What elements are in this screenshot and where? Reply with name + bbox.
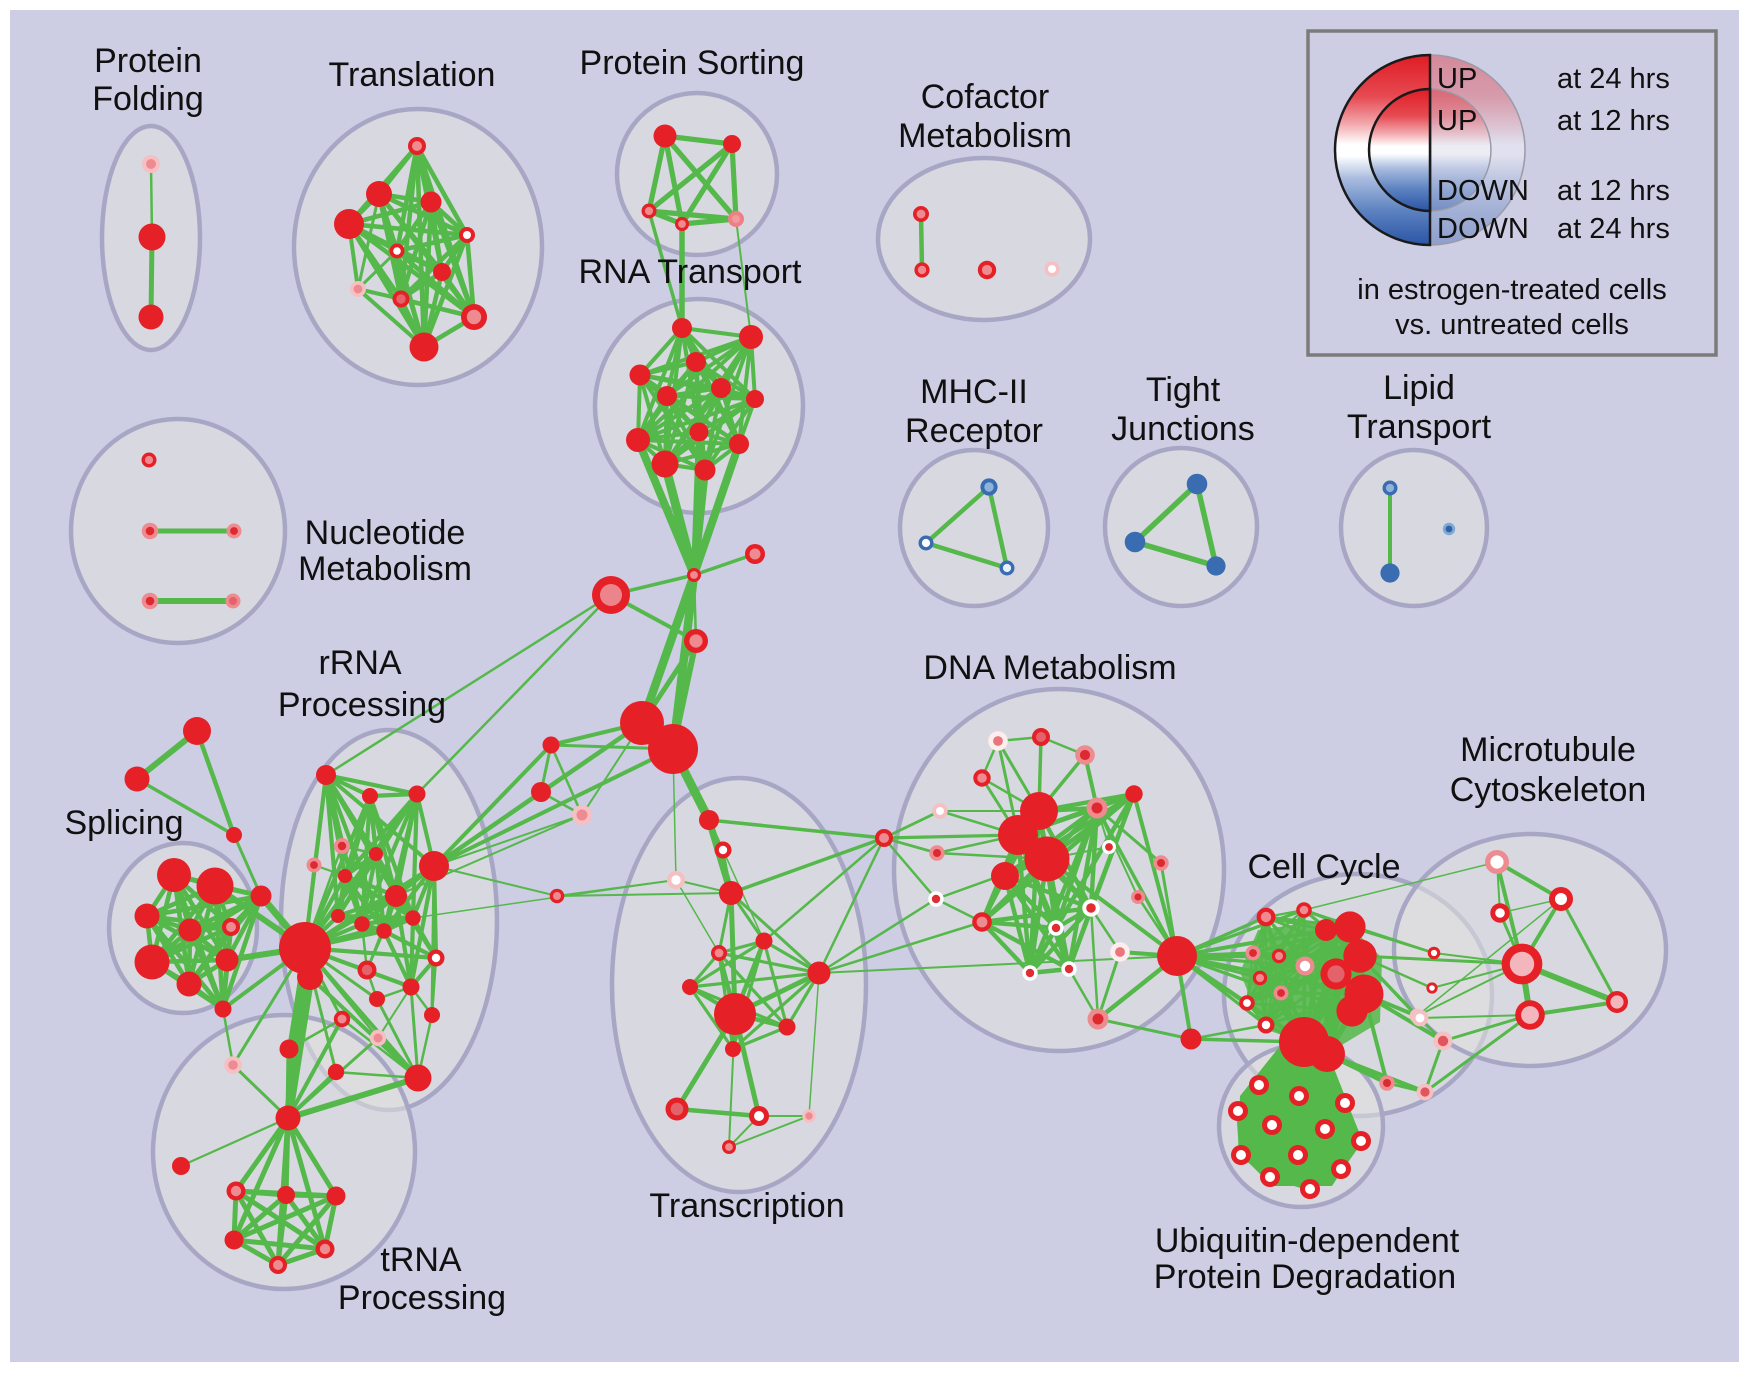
svg-text:UP: UP: [1437, 105, 1477, 137]
svg-text:tRNA: tRNA: [380, 1241, 462, 1279]
svg-text:Cytoskeleton: Cytoskeleton: [1450, 771, 1647, 809]
svg-text:DNA Metabolism: DNA Metabolism: [923, 649, 1176, 687]
svg-text:UP: UP: [1437, 63, 1477, 95]
svg-text:Cell Cycle: Cell Cycle: [1247, 848, 1400, 886]
svg-text:Junctions: Junctions: [1111, 410, 1255, 448]
svg-text:Protein Sorting: Protein Sorting: [580, 44, 805, 82]
svg-text:vs. untreated cells: vs. untreated cells: [1395, 309, 1629, 341]
svg-text:Microtubule: Microtubule: [1460, 731, 1636, 769]
svg-text:Transcription: Transcription: [649, 1187, 844, 1225]
svg-text:DOWN: DOWN: [1437, 213, 1529, 245]
svg-text:Protein Degradation: Protein Degradation: [1154, 1258, 1456, 1296]
svg-text:Lipid: Lipid: [1383, 369, 1455, 407]
svg-text:Processing: Processing: [338, 1279, 506, 1317]
svg-text:Processing: Processing: [278, 686, 446, 724]
svg-text:in estrogen-treated cells: in estrogen-treated cells: [1357, 274, 1667, 306]
svg-text:Translation: Translation: [329, 56, 496, 94]
svg-text:Metabolism: Metabolism: [898, 117, 1072, 155]
svg-text:at 12 hrs: at 12 hrs: [1557, 105, 1670, 137]
svg-text:Ubiquitin-dependent: Ubiquitin-dependent: [1155, 1222, 1460, 1260]
svg-text:RNA Transport: RNA Transport: [579, 253, 803, 291]
svg-text:Metabolism: Metabolism: [298, 550, 472, 588]
svg-text:Receptor: Receptor: [905, 412, 1043, 450]
svg-text:Protein: Protein: [94, 42, 202, 80]
svg-text:rRNA: rRNA: [318, 644, 401, 682]
svg-text:Nucleotide: Nucleotide: [305, 514, 466, 552]
svg-text:at 12 hrs: at 12 hrs: [1557, 175, 1670, 207]
svg-text:Cofactor: Cofactor: [921, 78, 1050, 116]
svg-text:DOWN: DOWN: [1437, 175, 1529, 207]
svg-text:Tight: Tight: [1146, 371, 1221, 409]
svg-text:at 24 hrs: at 24 hrs: [1557, 63, 1670, 95]
svg-text:Transport: Transport: [1347, 408, 1492, 446]
svg-text:at 24 hrs: at 24 hrs: [1557, 213, 1670, 245]
svg-text:Splicing: Splicing: [64, 804, 183, 842]
svg-text:Folding: Folding: [92, 80, 204, 118]
svg-text:MHC-II: MHC-II: [920, 373, 1028, 411]
